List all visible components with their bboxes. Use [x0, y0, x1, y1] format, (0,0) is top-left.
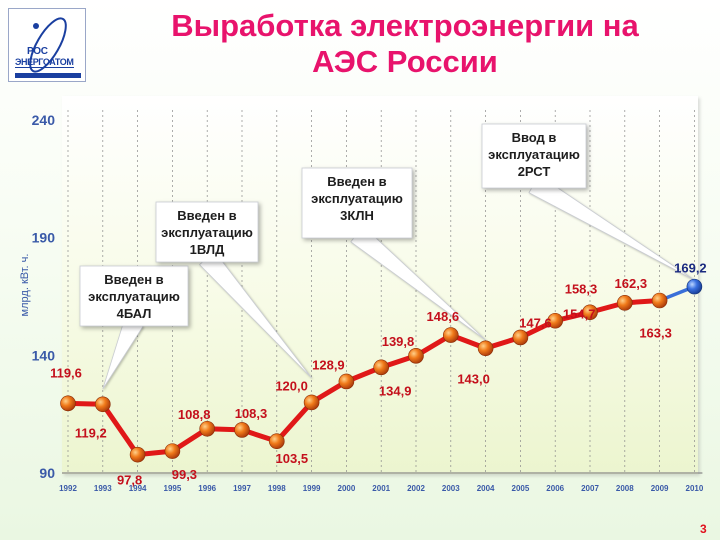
data-point — [408, 348, 424, 364]
x-tick-label: 1996 — [198, 484, 216, 493]
data-label: 103,5 — [276, 451, 309, 466]
callout-text: Введен в — [104, 272, 163, 287]
data-label: 148,6 — [427, 309, 460, 324]
callout-box — [79, 265, 189, 327]
callout-text: Введен в — [327, 174, 386, 189]
data-point — [129, 446, 146, 463]
callout-box — [481, 123, 587, 189]
data-point — [199, 420, 215, 437]
callout-pointer — [350, 225, 486, 341]
callout-box — [301, 167, 413, 239]
data-point-projection — [686, 278, 703, 295]
data-label: 143,0 — [457, 371, 490, 386]
data-label: 128,9 — [312, 357, 345, 372]
data-label: 108,3 — [235, 406, 268, 421]
data-point — [651, 292, 668, 309]
page-title-line2: АЭС России — [312, 44, 498, 79]
x-tick-label: 2002 — [407, 484, 425, 493]
x-tick-label: 2009 — [651, 484, 669, 493]
callout-text: Ввод в — [512, 130, 557, 145]
page-title: Выработка электроэнергии на АЭС России — [110, 8, 700, 80]
callout-text: эксплуатацию — [161, 225, 253, 240]
data-point — [234, 422, 250, 438]
data-label: 108,8 — [178, 407, 211, 422]
callout-text: эксплуатацию — [88, 289, 180, 304]
x-tick-label: 2010 — [686, 484, 704, 493]
data-label: 147,6 — [519, 315, 552, 330]
data-point — [303, 394, 320, 411]
data-label: 154,7 — [563, 307, 596, 322]
callout-text: 3КЛН — [340, 208, 374, 223]
data-label: 139,8 — [382, 334, 415, 349]
data-point — [477, 340, 494, 357]
data-point — [95, 396, 111, 413]
x-tick-label: 2003 — [442, 484, 460, 493]
callout-pointer — [198, 250, 312, 379]
data-point — [338, 373, 355, 390]
x-tick-label: 1994 — [129, 484, 147, 493]
data-point — [164, 443, 181, 459]
logo-text-main: ЭНЕРГОАТОМ — [15, 57, 74, 68]
data-label: 120,0 — [275, 378, 308, 393]
callout-text: 1ВЛД — [190, 242, 225, 257]
data-label: 162,3 — [615, 276, 648, 291]
x-tick-label: 1999 — [303, 484, 321, 493]
x-tick-label: 2005 — [512, 484, 530, 493]
x-tick-label: 2000 — [338, 484, 356, 493]
data-label-projection: 169,2 — [674, 261, 707, 276]
data-point — [547, 312, 564, 329]
y-tick-label: 190 — [32, 230, 56, 246]
callout-text: эксплуатацию — [311, 191, 403, 206]
x-tick-label: 1998 — [268, 484, 286, 493]
data-label: 99,3 — [172, 467, 197, 482]
data-point — [616, 295, 633, 311]
data-label: 119,6 — [50, 365, 82, 380]
callout-text: 4БАЛ — [117, 306, 152, 321]
x-tick-label: 2001 — [372, 484, 390, 493]
x-tick-label: 1997 — [233, 484, 251, 493]
data-label: 163,3 — [639, 326, 672, 341]
data-label: 119,2 — [75, 425, 107, 440]
data-point — [582, 304, 598, 321]
callout-pointer — [528, 174, 695, 281]
y-axis-title: млрд. кВт. ч. — [19, 254, 31, 317]
callout-box — [155, 201, 259, 263]
y-tick-label: 90 — [39, 465, 55, 481]
callout-pointer — [102, 316, 144, 390]
page-number: 3 — [700, 522, 707, 536]
data-point — [268, 433, 285, 450]
y-tick-label: 240 — [32, 112, 56, 128]
x-tick-label: 2004 — [477, 484, 495, 493]
atom-logo-icon — [15, 17, 81, 78]
callout-text: эксплуатацию — [488, 147, 580, 162]
data-point — [442, 327, 459, 343]
data-label: 158,3 — [565, 281, 598, 296]
logo-text-top: РОС — [27, 46, 48, 57]
x-tick-label: 2006 — [546, 484, 564, 493]
x-tick-label: 2008 — [616, 484, 634, 493]
callout-text: Введен в — [177, 208, 236, 223]
data-label: 134,9 — [379, 383, 412, 398]
data-point — [60, 395, 76, 412]
data-point — [373, 359, 390, 376]
y-tick-label: 140 — [32, 347, 56, 363]
x-tick-label: 2007 — [581, 484, 599, 493]
company-logo: РОС ЭНЕРГОАТОМ — [8, 8, 86, 82]
data-point — [512, 329, 529, 346]
data-label: 97,8 — [117, 473, 142, 488]
page-title-line1: Выработка электроэнергии на — [171, 8, 639, 43]
x-tick-label: 1995 — [164, 484, 182, 493]
callout-text: 2РСТ — [518, 164, 551, 179]
x-tick-label: 1992 — [59, 484, 77, 493]
x-tick-label: 1993 — [94, 484, 112, 493]
